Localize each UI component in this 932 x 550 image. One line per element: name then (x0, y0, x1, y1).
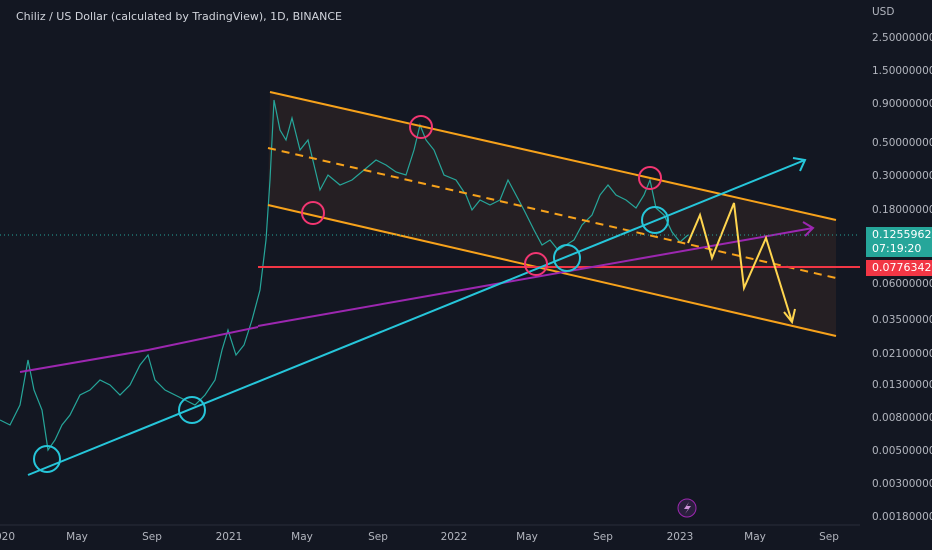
time-label: Sep (368, 531, 388, 543)
channel-lower (267, 204, 837, 337)
time-label: 020 (0, 531, 15, 543)
price-label: 0.30000000 (872, 170, 932, 182)
circle (33, 445, 61, 473)
time-label: Sep (142, 531, 162, 543)
time-label: Sep (819, 531, 839, 543)
arrow-head (802, 221, 815, 237)
price-label: 0.03500000 (872, 314, 932, 326)
circle (641, 206, 669, 234)
price-label: 0.00800000 (872, 412, 932, 424)
price-label: 0.02100000 (872, 348, 932, 360)
chart-title: Chiliz / US Dollar (calculated by Tradin… (16, 10, 342, 23)
upper-trend (19, 326, 259, 373)
axis-unit: USD (872, 6, 894, 18)
countdown: 07:19:20 (872, 242, 921, 255)
channel-fill (268, 92, 836, 336)
channel-upper (269, 91, 837, 221)
circle (524, 252, 548, 276)
teal-trend (27, 159, 806, 476)
arrow-head (783, 308, 796, 325)
time-label: May (66, 531, 88, 543)
price-label: 0.01300000 (872, 379, 932, 391)
arrow-head (792, 157, 807, 172)
circle (409, 115, 433, 139)
time-label: May (744, 531, 766, 543)
price-label: 2.50000000 (872, 32, 932, 44)
time-label: May (291, 531, 313, 543)
event-icon-glyph (684, 502, 691, 514)
circle (638, 166, 662, 190)
time-label: 2021 (216, 531, 243, 543)
circle (178, 396, 206, 424)
level-price: 0.07763426 (872, 261, 932, 274)
projection (687, 202, 793, 323)
circle (553, 244, 581, 272)
price-label: 0.00500000 (872, 445, 932, 457)
price-label: 1.50000000 (872, 65, 932, 77)
price-label: 0.18000000 (872, 204, 932, 216)
time-label: May (516, 531, 538, 543)
circle (301, 201, 325, 225)
price-label: 0.90000000 (872, 98, 932, 110)
level-badge (866, 260, 932, 276)
time-label: 2022 (441, 531, 468, 543)
time-label: 2023 (667, 531, 694, 543)
time-label: Sep (593, 531, 613, 543)
last-price-badge (866, 227, 932, 257)
last-price: 0.12559620 (872, 228, 932, 241)
price-label: 0.00180000 (872, 511, 932, 523)
price-label: 0.00300000 (872, 478, 932, 490)
purple-trend (257, 227, 814, 327)
price-label: 0.50000000 (872, 137, 932, 149)
price-label: 0.06000000 (872, 278, 932, 290)
